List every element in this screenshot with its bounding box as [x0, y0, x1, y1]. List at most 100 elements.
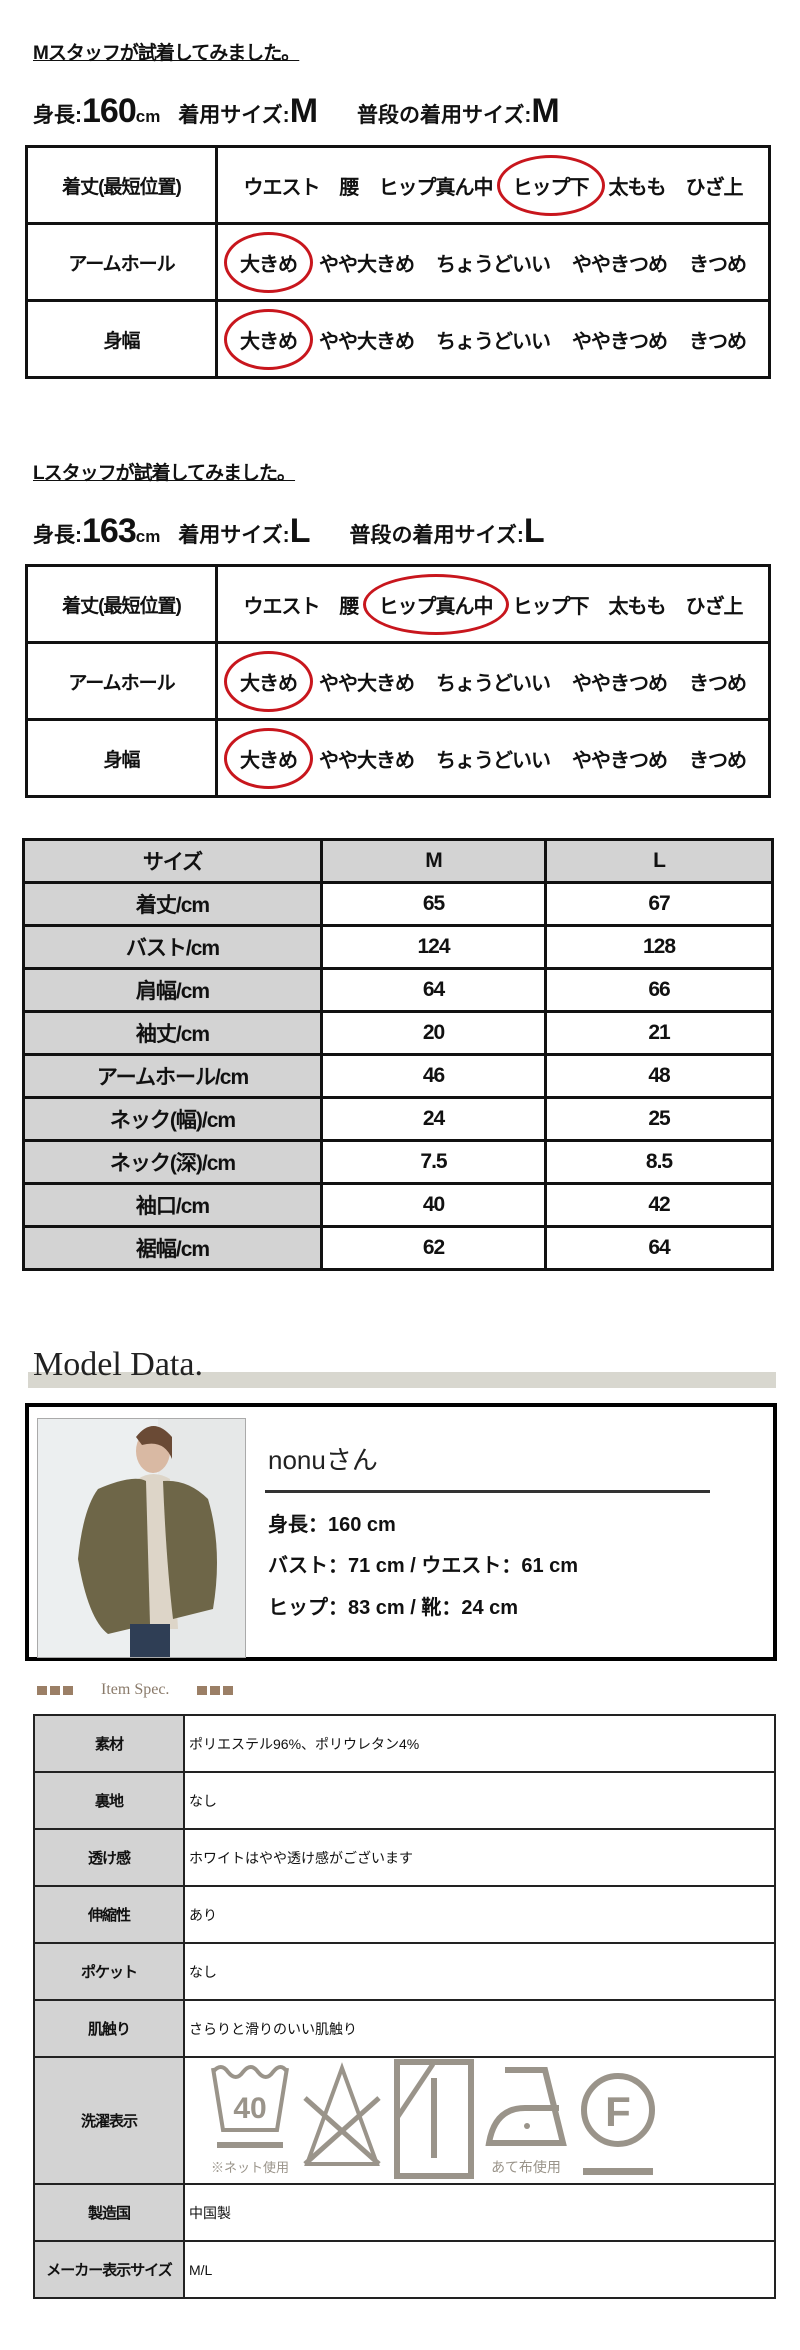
fit-option: ちょうどいい [436, 749, 551, 772]
fit-options: 大きめ やや大きめ ちょうどいい ややきつめ きつめ [218, 721, 768, 795]
size-table-row: ネック(深)/cm 7.5 8.5 [22, 1139, 774, 1185]
fit-row: 身幅 大きめ やや大きめ ちょうどいい ややきつめ きつめ [28, 299, 768, 376]
size-value: 66 [544, 967, 774, 1013]
size-value: 124 [320, 924, 547, 970]
usual-size-value: M [531, 92, 559, 130]
fit-option-selected: 大きめ [224, 308, 313, 370]
fit-table: 着丈(最短位置) ウエスト腰ヒップ真ん中 ヒップ下 太もも ひざ上 アームホール 大きめ やや… [25, 564, 771, 798]
fit-option: やや大きめ [319, 253, 415, 276]
spec-key: 伸縮性 [33, 1885, 185, 1944]
spec-value: さらりと滑りのいい肌触り [183, 1999, 776, 2058]
height-value: 163 [82, 512, 137, 550]
size-table-row: 裾幅/cm 62 64 [22, 1225, 774, 1271]
iron-low-with-cloth-icon: あて布使用 [485, 2058, 567, 2183]
fit-table: 着丈(最短位置) ウエスト腰ヒップ真ん中 ヒップ下 太もも ひざ上 アームホール 大きめ やや… [25, 145, 771, 379]
fit-row-label: アームホール [28, 644, 218, 718]
staff-size-line: 身長: 163 cm 着用サイズ: L 普段の着用サイズ: L [33, 512, 545, 551]
size-value: 48 [544, 1053, 774, 1099]
fit-row-label: 身幅 [28, 721, 218, 795]
size-value: 8.5 [544, 1139, 774, 1185]
size-table-row: バスト/cm 124 128 [22, 924, 774, 970]
size-table: サイズ M L 着丈/cm 65 67 バスト/cm 124 128 肩幅/cm 64 66 袖丈/cm… [22, 838, 774, 1271]
wash-symbols: 40 ※ネット使用 あて布使用 F [189, 2058, 770, 2183]
size-table-row: ネック(幅)/cm 24 25 [22, 1096, 774, 1142]
fit-option: ひざ上 [685, 595, 744, 618]
fit-option-selected: ヒップ真ん中 [362, 573, 509, 635]
size-table-row: 着丈/cm 65 67 [22, 881, 774, 927]
size-row-label: 袖口/cm [22, 1182, 323, 1228]
spec-row: 製造国 中国製 [33, 2183, 776, 2242]
dry-clean-letter: F [605, 2088, 631, 2135]
fit-option: ややきつめ [572, 330, 668, 353]
wash-temp: 40 [233, 2092, 266, 2125]
fit-option: ひざ上 [685, 176, 744, 199]
size-value: 24 [320, 1096, 547, 1142]
size-row-label: バスト/cm [22, 924, 323, 970]
size-row-label: アームホール/cm [22, 1053, 323, 1099]
fit-option: きつめ [689, 253, 747, 276]
fit-option: 腰 [339, 595, 360, 618]
item-spec-title: Item Spec. [101, 1681, 170, 1698]
wash-net-note: ※ネット使用 [211, 2160, 289, 2175]
fit-option: きつめ [689, 672, 747, 695]
size-value: 20 [320, 1010, 547, 1056]
fit-option-selected: ヒップ下 [496, 154, 605, 216]
spec-row: 素材 ポリエステル96%、ポリウレタン4% [33, 1714, 776, 1773]
fit-option: ややきつめ [572, 253, 668, 276]
fit-option: ちょうどいい [436, 672, 551, 695]
size-row-label: 裾幅/cm [22, 1225, 323, 1271]
height-unit: cm [135, 527, 161, 546]
height-label: 身長: [33, 524, 82, 547]
spec-row: メーカー表示サイズ M/L [33, 2240, 776, 2299]
size-table-row: 袖口/cm 40 42 [22, 1182, 774, 1228]
size-value: 42 [544, 1182, 774, 1228]
spec-key: メーカー表示サイズ [33, 2240, 185, 2299]
fit-row: 身幅 大きめ やや大きめ ちょうどいい ややきつめ きつめ [28, 718, 768, 795]
size-table-header-row: サイズ M L [22, 838, 774, 884]
fit-option: やや大きめ [319, 749, 415, 772]
fit-row: 着丈(最短位置) ウエスト腰ヒップ真ん中 ヒップ下 太もも ひざ上 [28, 567, 768, 641]
spec-key: 素材 [33, 1714, 185, 1773]
fit-option: きつめ [689, 330, 747, 353]
fit-option-selected: 大きめ [224, 727, 313, 789]
size-value: 128 [544, 924, 774, 970]
fit-option: ヒップ真ん中 [378, 176, 494, 199]
fit-option: 太もも [608, 595, 667, 618]
model-hip-shoe: ヒップ：83 cm / 靴：24 cm [268, 1597, 519, 1619]
fit-option: ウエスト [243, 595, 321, 618]
spec-row: 伸縮性 あり [33, 1885, 776, 1944]
size-table-row: 肩幅/cm 64 66 [22, 967, 774, 1013]
size-row-label: ネック(深)/cm [22, 1139, 323, 1185]
spec-row: ポケット なし [33, 1942, 776, 2001]
height-value: 160 [82, 92, 137, 130]
usual-size-value: L [523, 512, 545, 550]
fit-option: ヒップ下 [512, 595, 590, 618]
size-table-header: M [320, 838, 547, 884]
fit-options: 大きめ やや大きめ ちょうどいい ややきつめ きつめ [218, 302, 768, 376]
model-bust-waist: バスト：71 cm / ウエスト：61 cm [268, 1555, 579, 1577]
fit-option: 腰 [339, 176, 360, 199]
size-row-label: ネック(幅)/cm [22, 1096, 323, 1142]
size-value: 65 [320, 881, 547, 927]
line-dry-shade-icon [393, 2058, 475, 2183]
size-table-row: アームホール/cm 46 48 [22, 1053, 774, 1099]
usual-size-label: 普段の着用サイズ: [349, 524, 524, 547]
fit-row-label: 着丈(最短位置) [28, 148, 218, 222]
size-row-label: 袖丈/cm [22, 1010, 323, 1056]
size-value: 64 [320, 967, 547, 1013]
spec-key: 製造国 [33, 2183, 185, 2242]
model-divider [265, 1490, 710, 1493]
model-name: nonuさん [268, 1445, 378, 1475]
size-label: 着用サイズ: [178, 524, 290, 547]
spec-key: 透け感 [33, 1828, 185, 1887]
item-spec-heading: Item Spec. [37, 1681, 234, 1699]
fit-option: ややきつめ [572, 749, 668, 772]
spec-key: 肌触り [33, 1999, 185, 2058]
spec-value: なし [183, 1771, 776, 1830]
size-value: 7.5 [320, 1139, 547, 1185]
fit-row: アームホール 大きめ やや大きめ ちょうどいい ややきつめ きつめ [28, 222, 768, 299]
fit-option: ちょうどいい [436, 253, 551, 276]
size-value: 25 [544, 1096, 774, 1142]
fit-options: ウエスト腰ヒップ真ん中 ヒップ下 太もも ひざ上 [218, 148, 768, 222]
staff-size-line: 身長: 160 cm 着用サイズ: M 普段の着用サイズ: M [33, 92, 560, 131]
